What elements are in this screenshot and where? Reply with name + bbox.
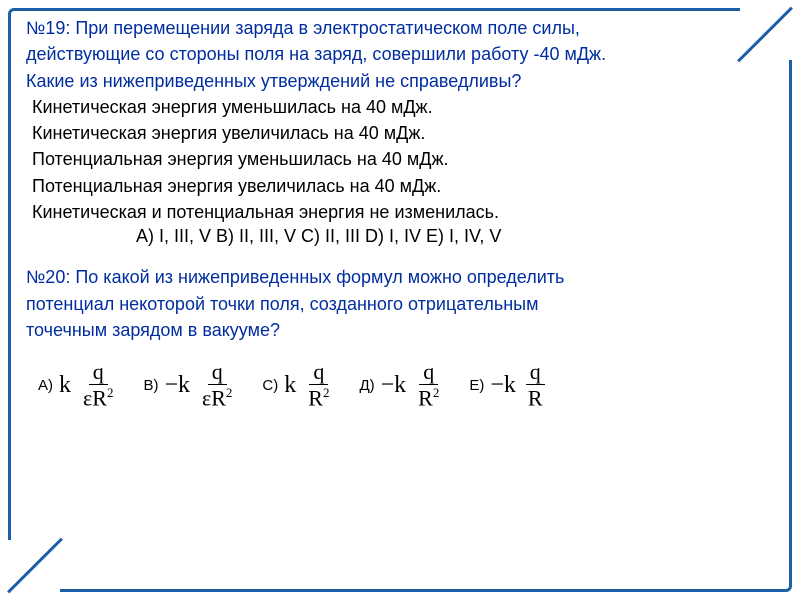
q20-frac-d-den: R2 [414, 385, 443, 409]
q20-den-b-pre: ε [202, 386, 211, 411]
q20-option-d: Д) −k q R2 [359, 360, 443, 410]
q20-formula-row: А) k q εR2 В) −k q εR2 С) k q R2 Д) [26, 360, 774, 410]
q20-frac-c-den: R2 [304, 385, 333, 409]
q20-opt-label-c: С) [262, 377, 278, 394]
q20-coef-b: −k [164, 372, 190, 399]
q20-frac-c: q R2 [304, 360, 333, 410]
q20-den-a-var: R [92, 386, 107, 411]
q20-frac-d: q R2 [414, 360, 443, 410]
q20-frac-e-den: R [524, 385, 547, 409]
q20-frac-e: q R [524, 360, 547, 410]
q20-frac-a: q εR2 [79, 360, 117, 410]
q20-option-c: С) k q R2 [262, 360, 333, 410]
q20-opt-label-d: Д) [359, 377, 374, 394]
q20-stem3: точечным зарядом в вакууме? [26, 318, 774, 342]
q20-frac-c-num: q [309, 360, 328, 385]
q20-den-d-var: R [418, 386, 433, 411]
q20-option-a: А) k q εR2 [38, 360, 117, 410]
q20-frac-b-num: q [208, 360, 227, 385]
q20-stem2: потенциал некоторой точки поля, созданно… [26, 292, 774, 316]
q19-item-3: Потенциальная энергия уменьшилась на 40 … [26, 147, 774, 171]
q19-item-1: Кинетическая энергия уменьшилась на 40 м… [26, 95, 774, 119]
q19-stem3: Какие из нижеприведенных утверждений не … [26, 69, 774, 93]
q20-den-c-var: R [308, 386, 323, 411]
q20-den-e-var: R [528, 386, 543, 411]
q20-den-c-sup: 2 [323, 385, 330, 400]
q20-frac-a-num: q [89, 360, 108, 385]
q19-item-5: Кинетическая и потенциальная энергия не … [26, 200, 774, 224]
q20-frac-a-den: εR2 [79, 385, 117, 409]
q19-stem2: действующие со стороны поля на заряд, со… [26, 42, 774, 66]
q20-den-d-sup: 2 [433, 385, 440, 400]
q20-coef-a: k [59, 372, 71, 399]
q20-stem1: По какой из нижеприведенных формул можно… [75, 267, 564, 287]
content-area: №19: При перемещении заряда в электроста… [26, 16, 774, 584]
q20-opt-label-e: Е) [469, 377, 484, 394]
q20-frac-b: q εR2 [198, 360, 236, 410]
q20-frac-e-num: q [526, 360, 545, 385]
q20-opt-label-a: А) [38, 377, 53, 394]
q20-opt-label-b: В) [143, 377, 158, 394]
q20-frac-b-den: εR2 [198, 385, 236, 409]
q20-coef-d: −k [381, 372, 407, 399]
q19-item-4: Потенциальная энергия увеличилась на 40 … [26, 174, 774, 198]
q20-frac-d-num: q [419, 360, 438, 385]
q20-den-a-sup: 2 [107, 385, 114, 400]
q20-coef-c: k [284, 372, 296, 399]
q20-line1: №20: По какой из нижеприведенных формул … [26, 265, 774, 289]
q19-item-2: Кинетическая энергия увеличилась на 40 м… [26, 121, 774, 145]
q20-option-e: Е) −k q R [469, 360, 546, 410]
q20-number: №20: [26, 267, 70, 287]
q20-den-b-sup: 2 [226, 385, 233, 400]
q20-den-b-var: R [211, 386, 226, 411]
q19-line1: №19: При перемещении заряда в электроста… [26, 16, 774, 40]
q19-number: №19: [26, 18, 70, 38]
q19-stem1: При перемещении заряда в электростатичес… [75, 18, 580, 38]
q19-answers: А) I, III, V В) II, III, V С) II, III D)… [26, 226, 774, 247]
q20-den-a-pre: ε [83, 386, 92, 411]
q20-option-b: В) −k q εR2 [143, 360, 236, 410]
q20-coef-e: −k [490, 372, 516, 399]
